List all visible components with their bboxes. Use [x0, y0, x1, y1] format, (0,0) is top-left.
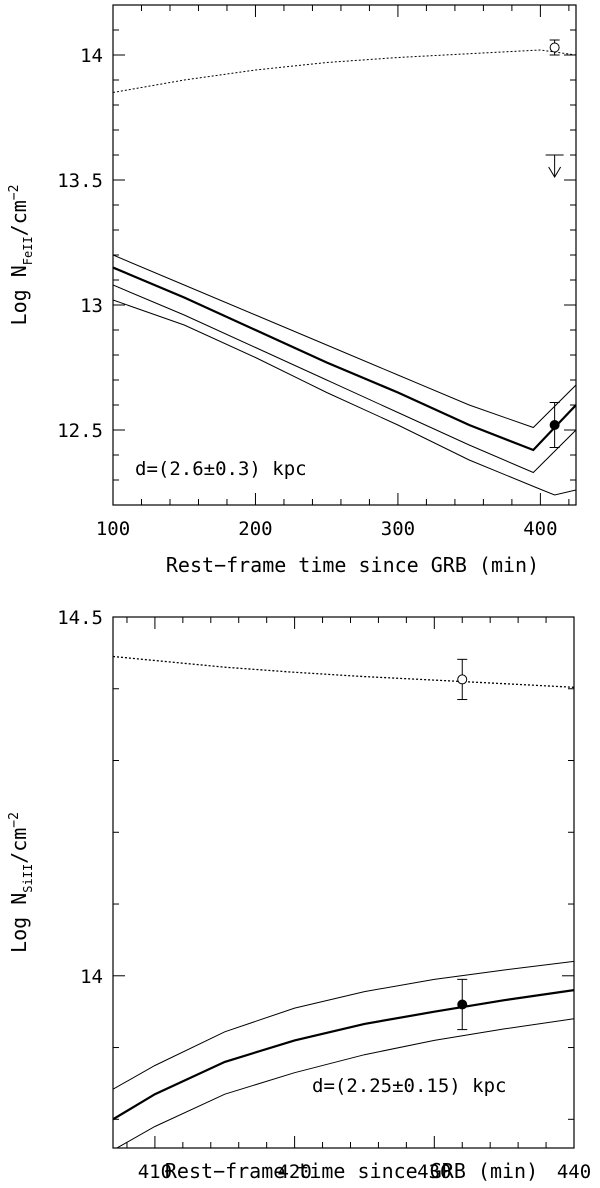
- bottom-ylabel-subscript: SiII: [21, 864, 35, 893]
- top-ylabel-superscript: −2: [7, 185, 22, 201]
- bottom-ylabel-main: Log N: [7, 893, 31, 953]
- top-series-4-line: [113, 299, 576, 496]
- bottom-y-axis-label: Log NSiII/cm−2: [7, 812, 35, 953]
- top-series-1-line: [113, 254, 576, 429]
- top-xtick-label: 400: [523, 518, 557, 540]
- top-distance-annotation: d=(2.6±0.3) kpc: [135, 458, 307, 480]
- top-ylabel-unit: /cm: [7, 200, 31, 236]
- bottom-ytick-label: 14.5: [57, 607, 103, 629]
- bottom-series-0-line: [113, 655, 574, 688]
- top-filled-point: [549, 420, 560, 430]
- bottom-series-2-line: [113, 989, 574, 1121]
- top-xtick-label: 300: [381, 518, 415, 540]
- bottom-xtick-label: 430: [417, 1161, 451, 1183]
- bottom-xtick-label: 440: [557, 1161, 591, 1183]
- top-series-2-line: [113, 266, 576, 452]
- top-open-point: [549, 42, 560, 53]
- top-panel: 100 200 300 400 12.5 13 13.5 14 d=(2.6±0.3) kpc R…: [7, 4, 577, 577]
- bottom-filled-point: [457, 999, 468, 1010]
- top-y-axis-label: Log NFeII/cm−2: [7, 185, 35, 326]
- bottom-series-1-line: [113, 960, 574, 1090]
- bottom-x-axis-label: Rest−frame time since GRB (min): [165, 1159, 538, 1183]
- bottom-panel: 410 420 430 440 14 14.5 d=(2.25±0.15) kpc Rest−…: [7, 607, 591, 1183]
- top-ytick-label: 14: [80, 45, 103, 67]
- bottom-ytick-label: 14: [80, 966, 103, 988]
- top-ytick-label: 13.5: [57, 170, 103, 192]
- bottom-ylabel-superscript: −2: [7, 812, 22, 828]
- top-series-0-line: [113, 49, 576, 93]
- top-upper-limit-arrow: [548, 166, 562, 178]
- bottom-axes-frame: [112, 616, 575, 1149]
- top-series-3-line: [113, 284, 576, 474]
- top-ytick-label: 13: [80, 295, 103, 317]
- bottom-distance-annotation: d=(2.25±0.15) kpc: [312, 1075, 506, 1097]
- bottom-open-point: [457, 674, 468, 685]
- bottom-xtick-label: 410: [138, 1161, 172, 1183]
- top-xtick-label: 100: [96, 518, 130, 540]
- top-axes-frame: [112, 4, 577, 506]
- top-xtick-label: 200: [238, 518, 272, 540]
- top-ylabel-main: Log N: [7, 265, 31, 325]
- top-ytick-label: 12.5: [57, 420, 103, 442]
- top-ylabel-subscript: FeII: [21, 236, 35, 265]
- top-x-axis-label: Rest−frame time since GRB (min): [166, 553, 539, 577]
- bottom-xtick-label: 420: [277, 1161, 311, 1183]
- bottom-series-3-line: [115, 1018, 574, 1148]
- bottom-ylabel-unit: /cm: [7, 828, 31, 864]
